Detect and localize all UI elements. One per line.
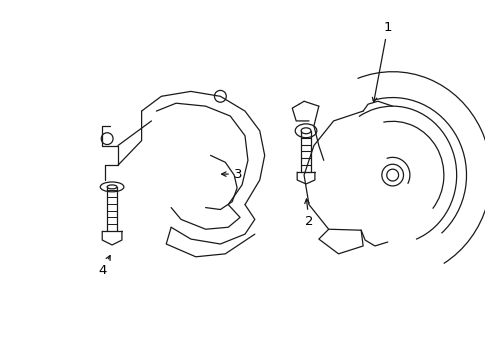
Circle shape xyxy=(214,90,226,102)
Text: 2: 2 xyxy=(304,199,313,228)
Text: 3: 3 xyxy=(221,168,242,181)
Circle shape xyxy=(101,133,113,145)
Text: 1: 1 xyxy=(372,21,391,102)
Text: 4: 4 xyxy=(98,256,110,277)
